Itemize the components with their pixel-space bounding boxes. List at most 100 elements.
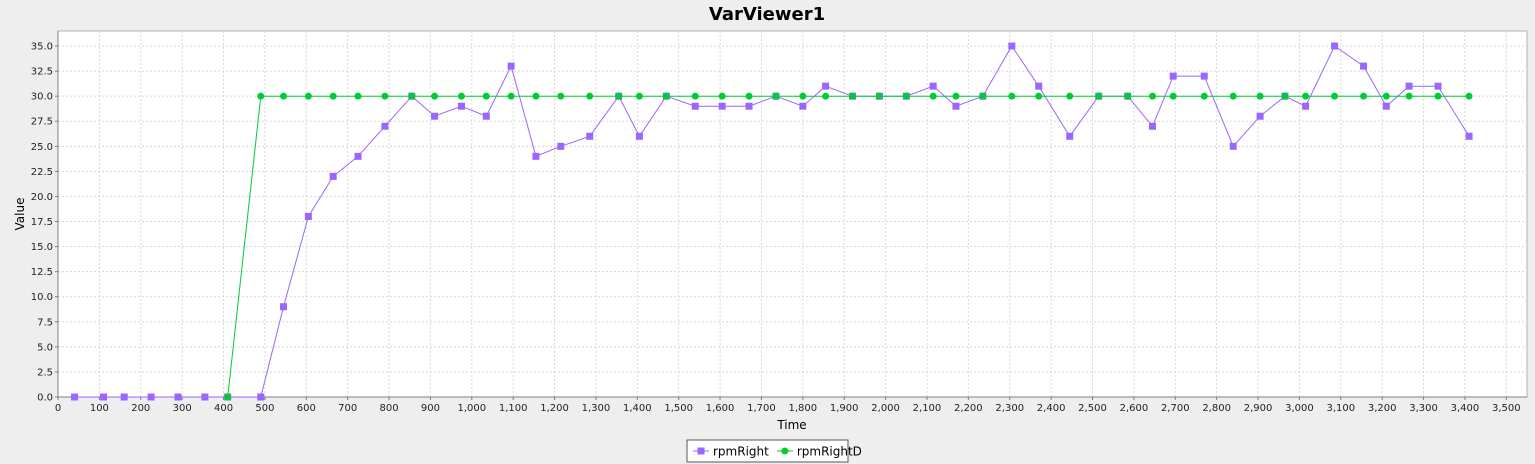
y-tick-label: 25.0	[31, 142, 53, 153]
grid	[57, 31, 1527, 398]
data-point-rpmRightD	[799, 92, 807, 100]
series-rpmRightD	[224, 92, 1473, 401]
data-point-rpmRightD	[1200, 92, 1208, 100]
data-point-rpmRightD	[635, 92, 643, 100]
data-point-rpmRightD	[1434, 92, 1442, 100]
data-point-rpmRight	[304, 213, 312, 221]
data-point-rpmRightD	[1465, 92, 1473, 100]
x-tick-label: 1,800	[789, 403, 818, 414]
data-point-rpmRightD	[457, 92, 465, 100]
y-tick-label: 0.0	[37, 393, 53, 404]
x-tick-label: 1,900	[830, 403, 859, 414]
data-point-rpmRightD	[822, 92, 830, 100]
x-tick-label: 3,000	[1285, 403, 1314, 414]
data-point-rpmRight	[822, 82, 830, 90]
data-point-rpmRight	[507, 62, 515, 70]
data-point-rpmRightD	[902, 92, 910, 100]
data-point-rpmRightD	[224, 393, 232, 401]
data-point-rpmRight	[1149, 122, 1157, 130]
data-point-rpmRightD	[482, 92, 490, 100]
data-point-rpmRight	[1302, 102, 1310, 110]
data-point-rpmRightD	[257, 92, 265, 100]
y-tick-label: 27.5	[31, 117, 53, 128]
data-point-rpmRight	[71, 393, 79, 401]
data-point-rpmRightD	[745, 92, 753, 100]
legend-marker-rpmRight	[697, 447, 705, 455]
data-point-rpmRightD	[979, 92, 987, 100]
x-tick-label: 500	[255, 403, 274, 414]
data-point-rpmRightD	[1281, 92, 1289, 100]
y-tick-label: 30.0	[31, 92, 53, 103]
data-point-rpmRight	[1229, 142, 1237, 150]
data-point-rpmRightD	[849, 92, 857, 100]
data-point-rpmRightD	[1124, 92, 1132, 100]
data-point-rpmRight	[381, 122, 389, 130]
data-point-rpmRightD	[662, 92, 670, 100]
data-point-rpmRightD	[354, 92, 362, 100]
x-tick-label: 2,300	[995, 403, 1024, 414]
x-tick-label: 2,800	[1202, 403, 1231, 414]
data-point-rpmRightD	[1331, 92, 1339, 100]
y-tick-label: 17.5	[31, 217, 53, 228]
x-tick-label: 3,100	[1326, 403, 1355, 414]
y-tick-label: 35.0	[31, 42, 53, 53]
x-tick-label: 1,600	[706, 403, 735, 414]
x-tick-label: 3,400	[1451, 403, 1480, 414]
data-point-rpmRightD	[329, 92, 337, 100]
data-point-rpmRight	[280, 303, 288, 311]
data-point-rpmRight	[482, 112, 490, 120]
x-tick-label: 700	[338, 403, 357, 414]
data-point-rpmRight	[1382, 102, 1390, 110]
x-tick-label: 3,200	[1368, 403, 1397, 414]
series-line-rpmRight	[74, 45, 1470, 398]
x-tick-label: 2,400	[1037, 403, 1066, 414]
x-tick-label: 2,700	[1161, 403, 1190, 414]
data-point-rpmRightD	[1360, 92, 1368, 100]
data-point-rpmRight	[431, 112, 439, 120]
data-point-rpmRight	[1066, 132, 1074, 140]
x-tick-label: 300	[173, 403, 192, 414]
data-point-rpmRightD	[1302, 92, 1310, 100]
chart-title: VarViewer1	[709, 4, 825, 25]
data-point-rpmRight	[799, 102, 807, 110]
y-tick-label: 10.0	[31, 292, 53, 303]
x-tick-label: 200	[131, 403, 150, 414]
data-point-rpmRightD	[1095, 92, 1103, 100]
data-point-rpmRightD	[1229, 92, 1237, 100]
data-point-rpmRightD	[408, 92, 416, 100]
x-tick-label: 2,200	[954, 403, 983, 414]
y-tick-label: 12.5	[31, 267, 53, 278]
x-tick-label: 3,300	[1409, 403, 1438, 414]
x-tick-label: 100	[90, 403, 109, 414]
x-tick-label: 400	[214, 403, 233, 414]
x-tick-label: 3,500	[1492, 403, 1521, 414]
data-point-rpmRight	[257, 393, 265, 401]
data-point-rpmRightD	[1256, 92, 1264, 100]
data-point-rpmRightD	[280, 92, 288, 100]
data-point-rpmRight	[1405, 82, 1413, 90]
data-point-rpmRight	[1360, 62, 1368, 70]
data-point-rpmRightD	[1035, 92, 1043, 100]
data-point-rpmRightD	[718, 92, 726, 100]
data-point-rpmRight	[718, 102, 726, 110]
data-point-rpmRightD	[1008, 92, 1016, 100]
x-tick-label: 2,000	[871, 403, 900, 414]
data-point-rpmRightD	[875, 92, 883, 100]
legend-label-rpmRight: rpmRight	[713, 445, 769, 459]
x-tick-label: 1,200	[540, 403, 569, 414]
data-point-rpmRight	[1169, 72, 1177, 80]
data-point-rpmRight	[120, 393, 128, 401]
data-point-rpmRightD	[929, 92, 937, 100]
y-tick-label: 15.0	[31, 242, 53, 253]
x-tick-label: 600	[297, 403, 316, 414]
x-tick-label: 800	[379, 403, 398, 414]
data-point-rpmRight	[952, 102, 960, 110]
data-point-rpmRightD	[431, 92, 439, 100]
data-point-rpmRight	[100, 393, 108, 401]
data-point-rpmRightD	[1405, 92, 1413, 100]
y-tick-label: 2.5	[37, 367, 53, 378]
data-point-rpmRight	[1008, 42, 1016, 50]
data-point-rpmRight	[532, 152, 540, 160]
